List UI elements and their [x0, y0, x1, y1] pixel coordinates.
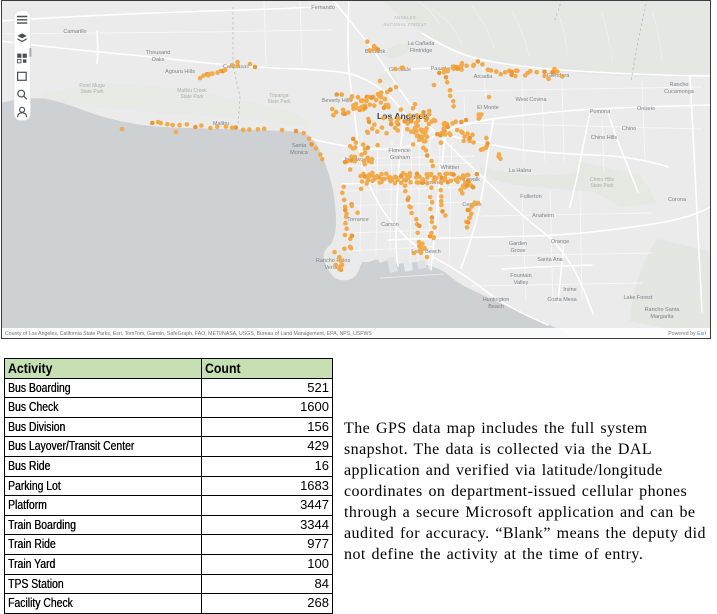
svg-text:Anaheim: Anaheim [532, 213, 554, 219]
svg-text:Flintridge: Flintridge [410, 48, 433, 54]
svg-text:Rancho: Rancho [670, 82, 689, 88]
svg-text:Fountain: Fountain [510, 273, 531, 279]
svg-text:Costa Mesa: Costa Mesa [547, 297, 577, 303]
svg-text:Grove: Grove [511, 248, 526, 254]
svg-text:Fullerton: Fullerton [520, 194, 541, 200]
svg-text:Rancho Palos: Rancho Palos [316, 258, 350, 264]
svg-text:Agoura Hills: Agoura Hills [165, 69, 195, 75]
svg-text:Valley: Valley [514, 280, 529, 286]
svg-text:Santa Ana: Santa Ana [537, 257, 563, 263]
svg-text:Beverly Hills: Beverly Hills [322, 98, 353, 104]
svg-text:El Monte: El Monte [477, 105, 499, 111]
svg-text:Glendale: Glendale [389, 67, 411, 73]
svg-text:Orange: Orange [551, 239, 569, 245]
svg-text:Point Mugu: Point Mugu [79, 83, 105, 89]
svg-text:Chino Hills: Chino Hills [591, 135, 618, 141]
svg-text:Corona: Corona [668, 197, 687, 203]
svg-text:La Habra: La Habra [509, 168, 533, 174]
svg-text:Glendora: Glendora [547, 73, 571, 79]
svg-text:Florence-: Florence- [388, 148, 411, 154]
svg-text:Verdes: Verdes [324, 265, 341, 271]
svg-text:Torrance: Torrance [347, 217, 368, 223]
svg-text:ANGELES: ANGELES [394, 15, 416, 20]
svg-text:State Park: State Park [267, 99, 291, 105]
svg-text:Ontario: Ontario [637, 106, 655, 112]
svg-text:Carson: Carson [381, 222, 399, 228]
svg-text:County of Los Angeles, Califor: County of Los Angeles, California State … [5, 331, 372, 337]
svg-text:La Cañada: La Cañada [408, 41, 436, 47]
svg-text:Pomona: Pomona [590, 109, 611, 115]
svg-text:Inglewood: Inglewood [344, 157, 369, 163]
svg-text:Malibu: Malibu [213, 121, 229, 127]
svg-text:State Park: State Park [590, 183, 614, 189]
svg-text:Margarita: Margarita [650, 314, 674, 320]
svg-text:Whittier: Whittier [441, 165, 460, 171]
svg-text:Garden: Garden [509, 241, 527, 247]
svg-text:Burbank: Burbank [365, 49, 386, 55]
svg-text:Oaks: Oaks [152, 57, 165, 63]
svg-text:Powered by Esri: Powered by Esri [668, 331, 706, 337]
svg-text:Long Beach: Long Beach [411, 249, 440, 255]
svg-text:Cucamonga: Cucamonga [664, 89, 695, 95]
svg-text:Fernando: Fernando [311, 5, 335, 11]
svg-text:Lake Forest: Lake Forest [623, 295, 653, 301]
svg-text:West Covina: West Covina [515, 97, 547, 103]
svg-text:Monica: Monica [290, 150, 309, 156]
svg-text:State Park: State Park [80, 89, 104, 95]
svg-text:Topanga: Topanga [269, 93, 288, 99]
svg-text:Malibu Creek: Malibu Creek [177, 88, 207, 94]
svg-text:Los Angeles: Los Angeles [377, 111, 428, 121]
svg-text:Camarillo: Camarillo [63, 29, 86, 35]
svg-text:Irvine: Irvine [563, 287, 576, 293]
svg-text:Santa: Santa [292, 143, 307, 149]
svg-text:Chino Hills: Chino Hills [590, 177, 614, 183]
svg-text:Thousand: Thousand [146, 50, 170, 56]
svg-text:Rancho Santa: Rancho Santa [645, 307, 681, 313]
svg-text:Chino: Chino [622, 126, 636, 132]
svg-text:Arcadia: Arcadia [474, 74, 494, 80]
svg-text:Beach: Beach [488, 304, 504, 310]
svg-text:State Park: State Park [180, 94, 204, 100]
svg-text:Huntington: Huntington [483, 297, 510, 303]
svg-text:Graham: Graham [390, 155, 410, 161]
svg-text:NATIONAL FOREST: NATIONAL FOREST [383, 22, 426, 27]
